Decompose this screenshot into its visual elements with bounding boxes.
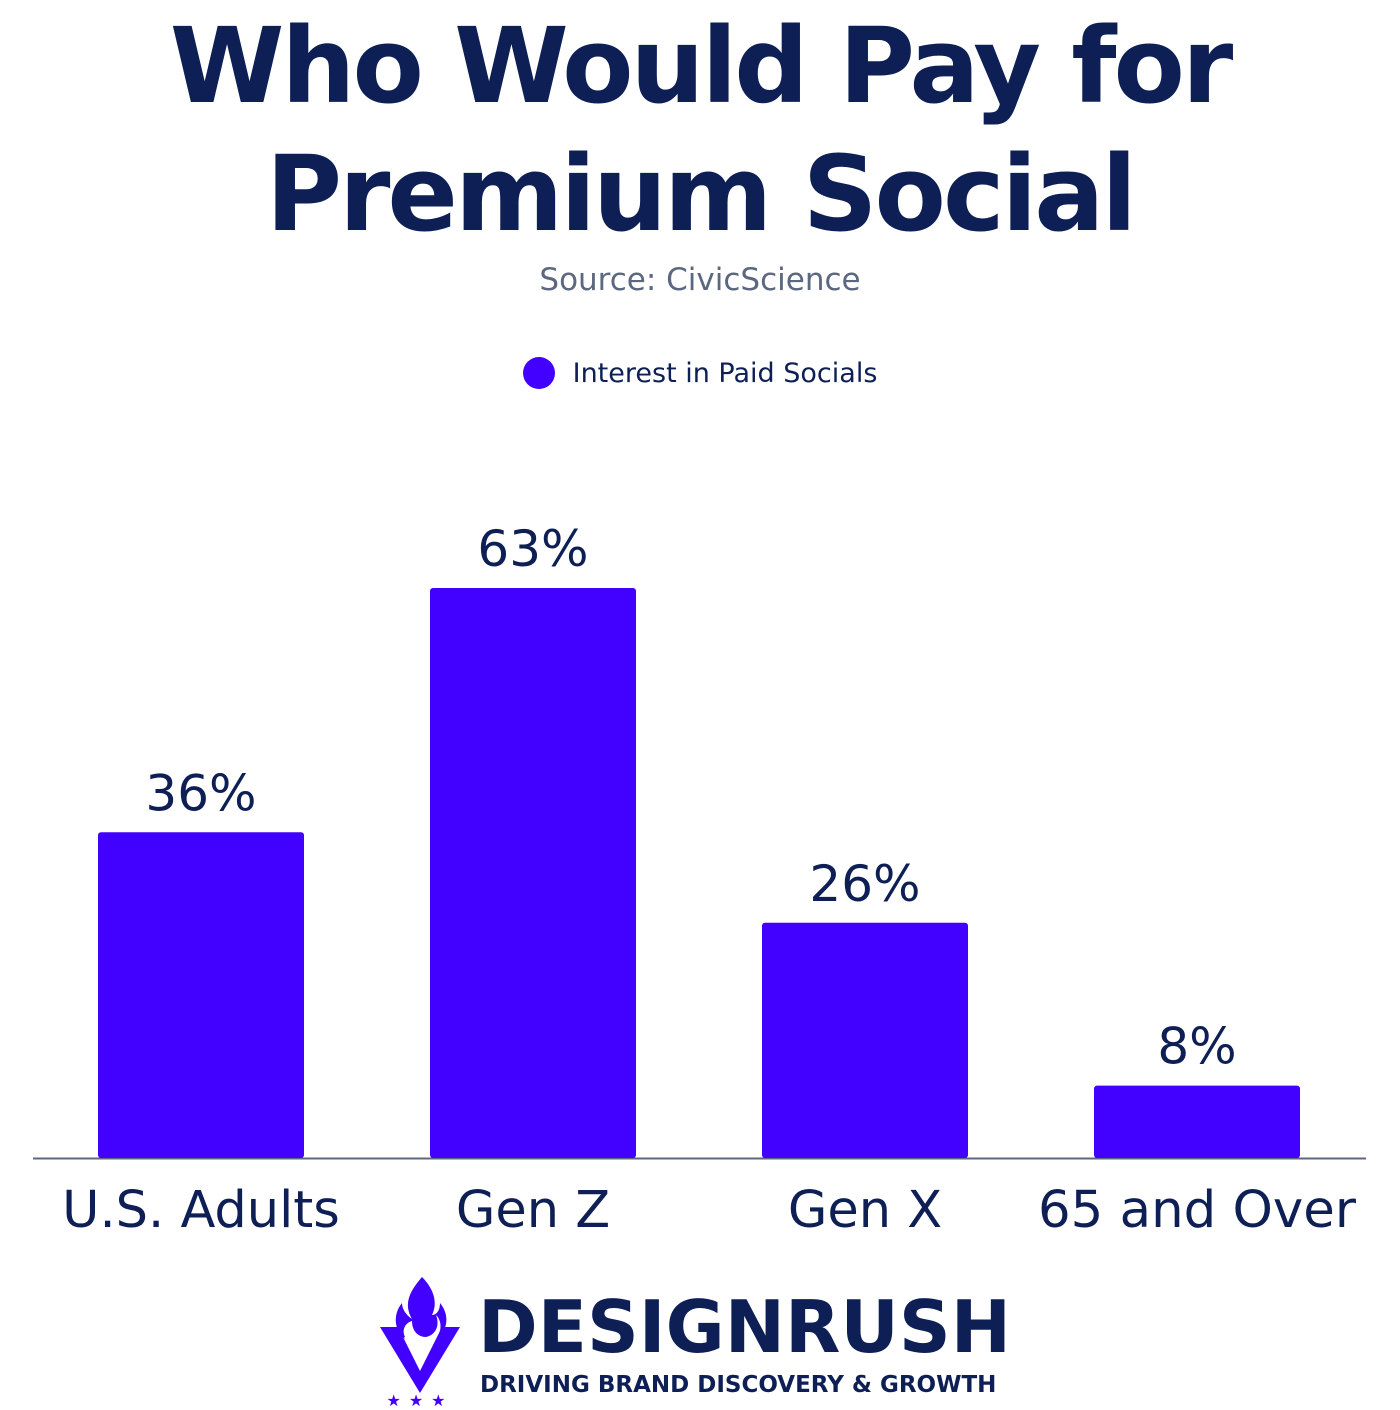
x-tick-label: Gen Z xyxy=(456,1181,610,1240)
brand-footer: ★★★ DESIGNRUSH DRIVING BRAND DISCOVERY &… xyxy=(378,1275,1038,1407)
chart-title-line-2: Premium Social xyxy=(265,133,1137,255)
chart-title: Who Would Pay for Premium Social xyxy=(0,2,1400,258)
chart-subtitle: Source: CivicScience xyxy=(539,262,861,298)
bar xyxy=(98,832,304,1158)
x-tick-label: 65 and Over xyxy=(1038,1181,1356,1240)
bar xyxy=(430,588,636,1158)
v-inner xyxy=(404,1337,436,1367)
chart-legend: Interest in Paid Socials xyxy=(0,357,1400,389)
brand-name: DESIGNRUSH xyxy=(478,1285,1011,1369)
v-shape xyxy=(380,1327,460,1393)
x-tick-label: U.S. Adults xyxy=(62,1181,340,1240)
bar xyxy=(762,922,968,1158)
flame-shape xyxy=(395,1277,447,1341)
brand-tagline: DRIVING BRAND DISCOVERY & GROWTH xyxy=(480,1372,997,1398)
x-tick-label: Gen X xyxy=(788,1181,942,1240)
bar xyxy=(1094,1085,1300,1158)
bar-chart: 36% U.S. Adults 63% Gen Z 26% Gen X 8% 65 and O… xyxy=(33,520,1366,1240)
data-label: 26% xyxy=(809,855,920,913)
legend-swatch xyxy=(522,357,555,389)
data-label: 36% xyxy=(145,764,256,822)
designrush-logo-icon: ★★★ xyxy=(380,1277,460,1407)
chart-title-line-1: Who Would Pay for xyxy=(169,5,1234,127)
legend-label: Interest in Paid Socials xyxy=(572,357,878,389)
stars-icon: ★★★ xyxy=(386,1391,453,1407)
data-label: 8% xyxy=(1157,1018,1236,1076)
data-label: 63% xyxy=(477,520,588,578)
